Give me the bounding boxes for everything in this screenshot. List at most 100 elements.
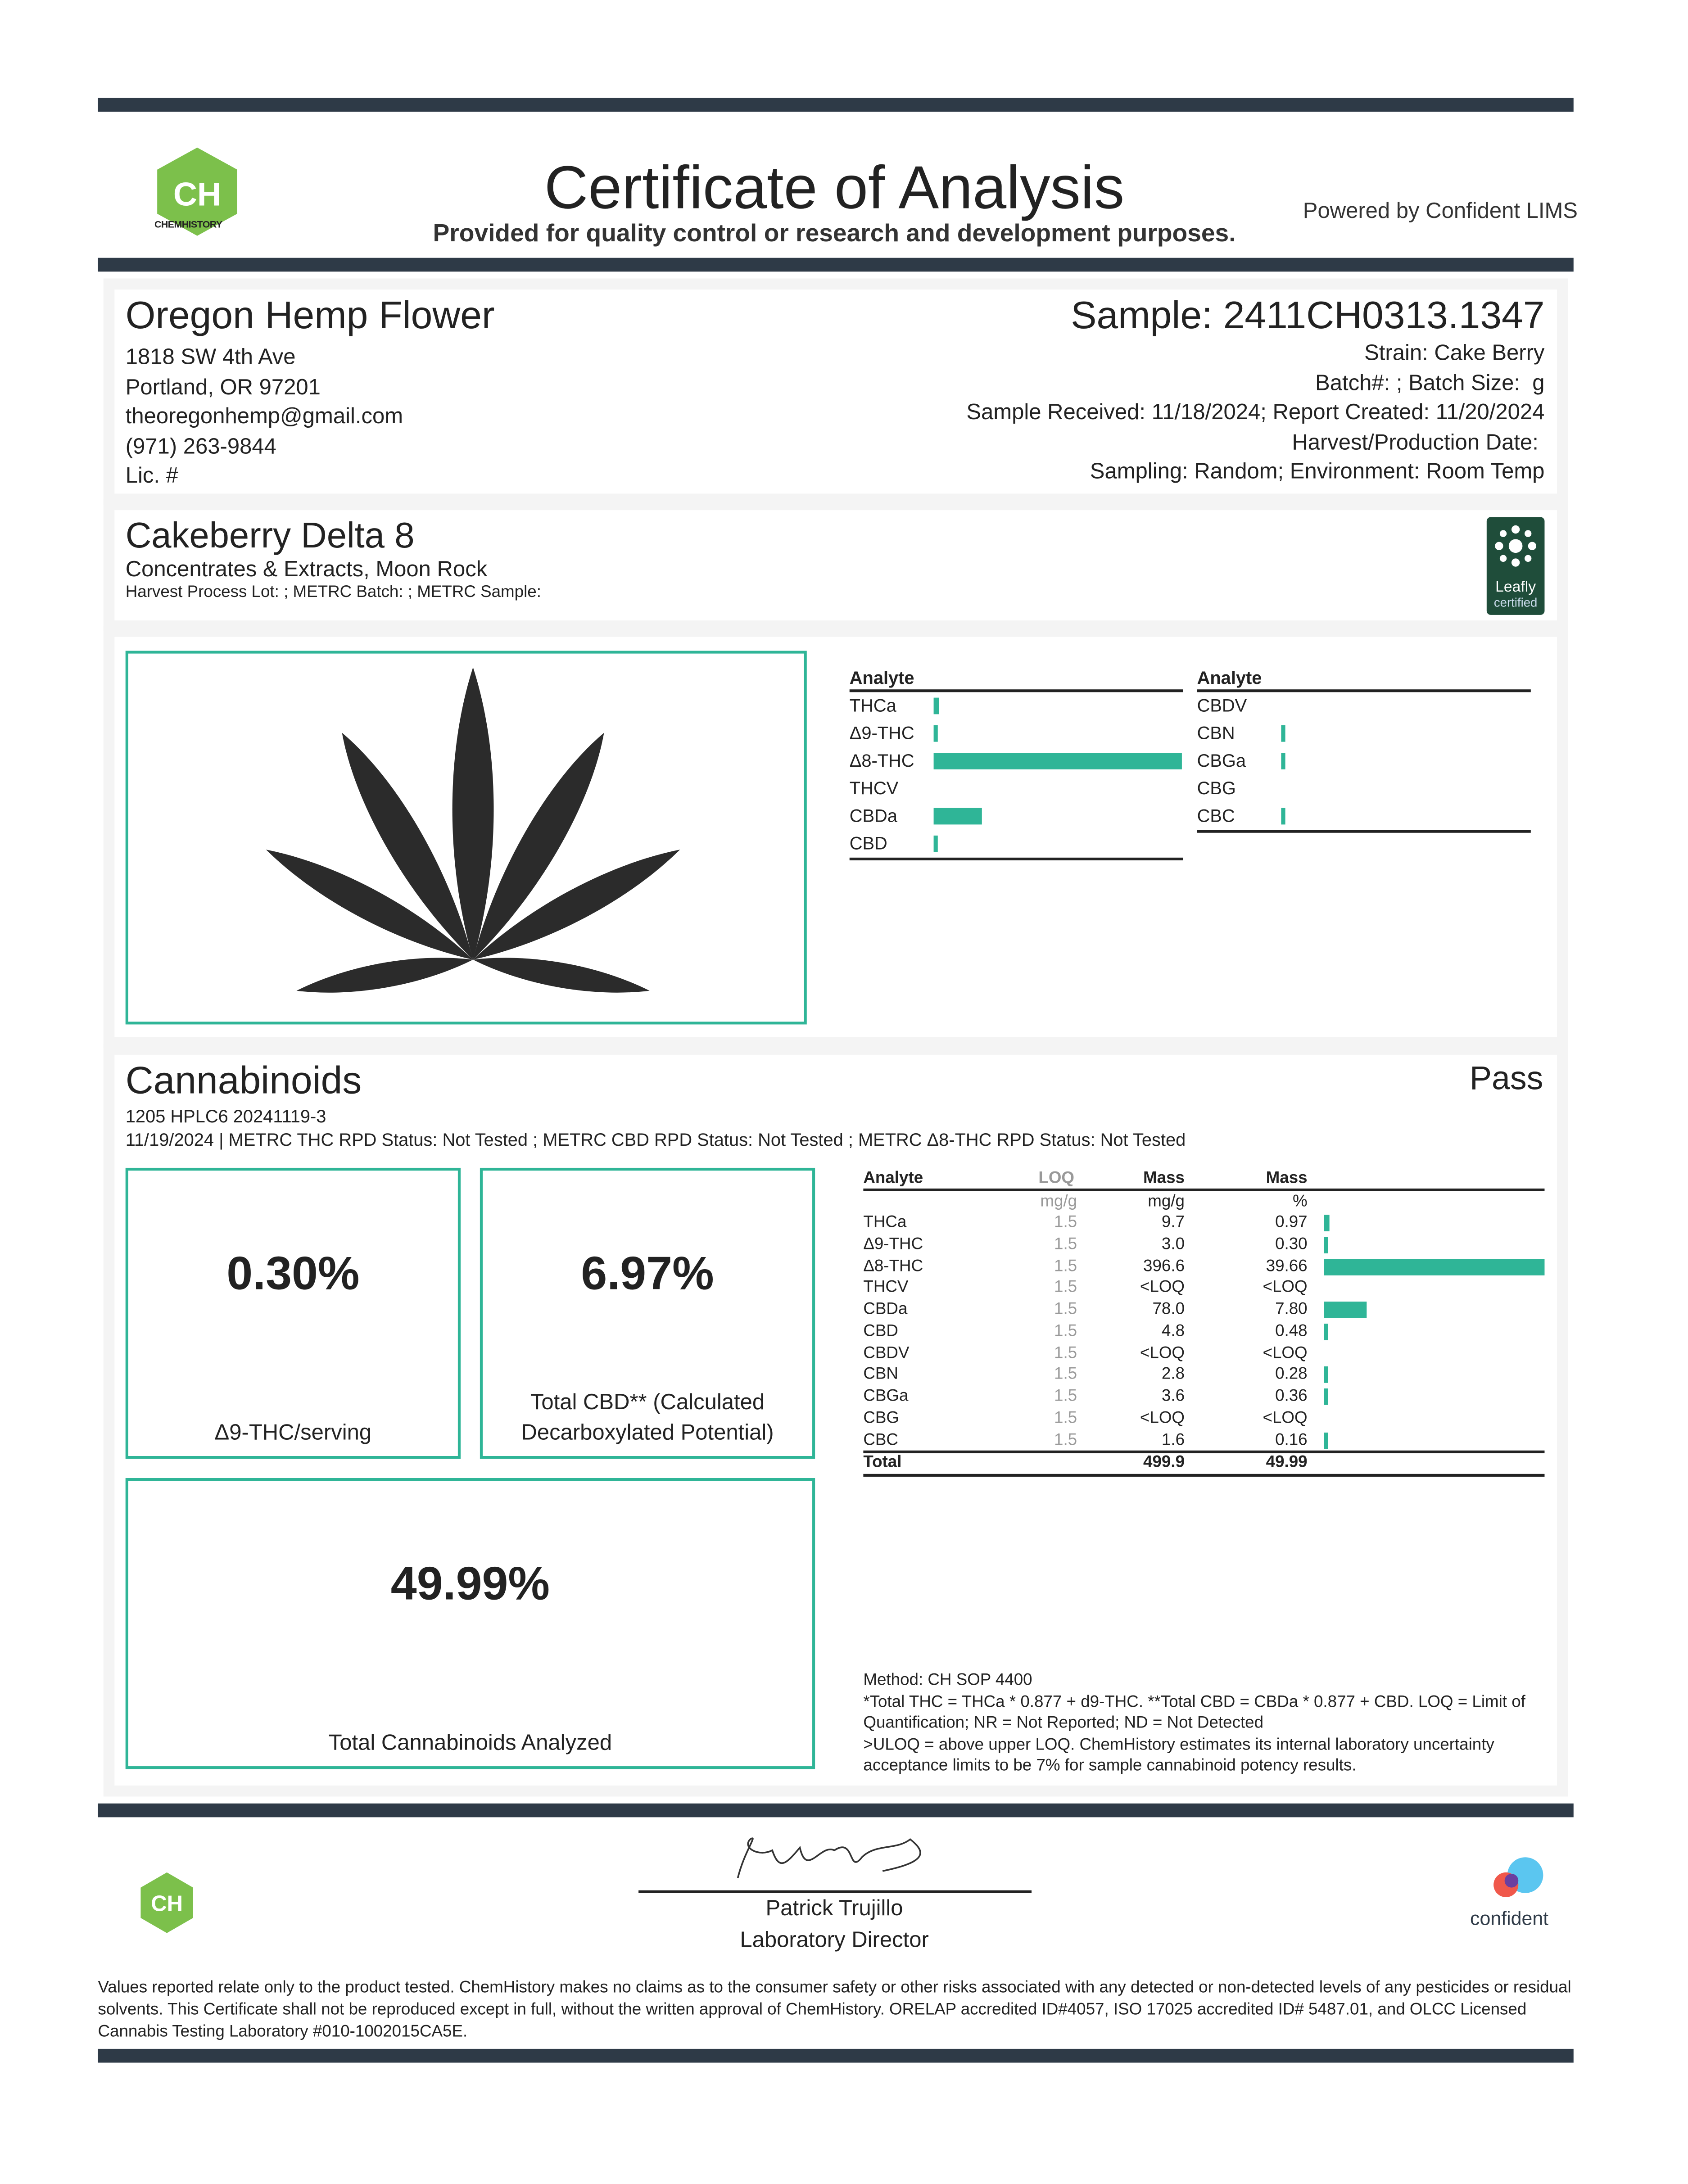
table-cell: 1.5 <box>1054 1342 1077 1362</box>
leafly-badge: Leafly certified <box>1486 517 1545 615</box>
disclaimer: Values reported relate only to the produ… <box>98 1977 1571 2041</box>
image-frame <box>125 651 807 1025</box>
sample-line: Sampling: Random; Environment: Room Temp <box>1090 460 1545 484</box>
table-unit: % <box>1292 1191 1308 1211</box>
table-cell: 0.28 <box>1275 1364 1308 1384</box>
confident-logo <box>1493 1857 1543 1897</box>
client-lines: 1818 SW 4th Ave Portland, OR 97201 theoreg… <box>126 344 403 492</box>
table-bar <box>1324 1388 1328 1405</box>
sample-line: Strain: Cake Berry <box>1364 342 1545 366</box>
table-cell: CBG <box>863 1407 900 1427</box>
bottom-bar <box>98 2048 1574 2063</box>
table-cell: 1.5 <box>1054 1212 1077 1231</box>
summary-header: Analyte <box>849 667 914 688</box>
summary-analyte: THCa <box>849 695 896 716</box>
footer-bar <box>98 1803 1574 1818</box>
table-header: Mass <box>1266 1167 1308 1187</box>
table-cell: 1.5 <box>1054 1364 1077 1384</box>
note: Method: CH SOP 4400 <box>863 1669 1032 1689</box>
client-line: theoregonhemp@gmail.com <box>125 405 403 429</box>
client-line: (971) 263-9844 <box>125 435 276 459</box>
table-bar <box>1324 1258 1545 1275</box>
table-cell: 1.6 <box>1161 1429 1185 1449</box>
logo-text: CHEMHISTORY <box>154 221 222 231</box>
summary-analyte: THCV <box>849 778 899 799</box>
summary-analyte: CBC <box>1197 805 1235 826</box>
table-cell: CBDa <box>863 1298 908 1318</box>
summary-analyte: CBGa <box>1197 750 1246 771</box>
table-cell: 1.5 <box>1054 1255 1077 1275</box>
table-cell: 0.36 <box>1275 1385 1308 1405</box>
table-bar <box>1324 1215 1330 1231</box>
client-name: Oregon Hemp Flower <box>125 294 495 337</box>
table-header: Mass <box>1143 1167 1185 1187</box>
summary-analyte: CBG <box>1197 778 1236 799</box>
table-cell: 1.5 <box>1054 1234 1077 1253</box>
client-panel <box>114 289 1557 494</box>
header-bar <box>98 258 1574 272</box>
table-cell: <LOQ <box>1263 1407 1308 1427</box>
svg-text:CH: CH <box>173 175 221 213</box>
rule <box>849 857 1183 860</box>
table-cell: 39.66 <box>1266 1255 1308 1275</box>
summary-header: Analyte <box>1197 667 1262 688</box>
top-bar <box>98 98 1574 112</box>
table-cell: <LOQ <box>1140 1342 1185 1362</box>
table-cell: THCa <box>863 1212 907 1231</box>
summary-analyte: CBN <box>1197 722 1235 743</box>
footer-brand: confident <box>1470 1907 1549 1929</box>
box-label: Total CBD** (Calculated Decarboxylated P… <box>521 1391 774 1444</box>
summary-analyte: Δ9-THC <box>849 722 914 743</box>
notes: Method: CH SOP 4400 *Total THC = THCa * 0… <box>863 1670 1546 1777</box>
client-line: 1818 SW 4th Ave <box>125 346 296 370</box>
table-cell: 1.5 <box>1054 1429 1077 1449</box>
product-category: Concentrates & Extracts, Moon Rock <box>125 558 488 582</box>
badge-brand: Leafly <box>1495 579 1536 596</box>
summary-bar <box>933 835 937 852</box>
table-cell: 396.6 <box>1143 1255 1185 1275</box>
table-cell: 0.48 <box>1275 1320 1308 1340</box>
rule <box>1197 830 1531 832</box>
sample-line: Batch#: ; Batch Size: g <box>1315 371 1545 395</box>
table-header: Analyte <box>863 1167 923 1187</box>
powered-by: Powered by Confident LIMS <box>1303 200 1578 224</box>
table-header: LOQ <box>1038 1167 1074 1187</box>
table-cell: 4.8 <box>1161 1320 1185 1340</box>
table-bar <box>1324 1236 1328 1253</box>
table-bar <box>1324 1432 1328 1449</box>
table-cell: 1.5 <box>1054 1407 1077 1427</box>
signature-line <box>638 1890 1032 1893</box>
logo: CH <box>157 147 237 236</box>
box-value: 49.99% <box>390 1558 550 1610</box>
sample-line: Sample Received: 11/18/2024; Report Crea… <box>966 401 1545 425</box>
badge-icon <box>1495 525 1537 567</box>
summary-bar <box>1281 725 1285 742</box>
table-cell: 0.97 <box>1275 1212 1308 1231</box>
table-cell: Δ8-THC <box>863 1255 923 1275</box>
table-cell: <LOQ <box>1140 1277 1185 1297</box>
table-cell: 0.16 <box>1275 1429 1308 1449</box>
box-value: 6.97% <box>581 1248 714 1300</box>
table-cell: <LOQ <box>1263 1277 1308 1297</box>
signature-scribble <box>737 1837 921 1878</box>
rule <box>863 1450 1545 1453</box>
note: >ULOQ = above upper LOQ. ChemHistory est… <box>863 1734 1494 1775</box>
rule <box>849 689 1183 692</box>
product-name: Cakeberry Delta 8 <box>125 514 415 556</box>
table-bar <box>1324 1366 1328 1384</box>
table-cell: 1.5 <box>1054 1385 1077 1405</box>
sample-id: Sample: 2411CH0313.1347 <box>1071 294 1545 337</box>
client-line: Lic. # <box>125 465 178 488</box>
svg-text:CH: CH <box>151 1892 183 1916</box>
summary-bar <box>933 697 940 714</box>
badge-label: certified <box>1493 596 1538 610</box>
table-total: Total <box>863 1451 902 1471</box>
table-cell: CBDV <box>863 1342 910 1362</box>
table-total: 49.99 <box>1266 1451 1308 1471</box>
status: Pass <box>1469 1060 1543 1098</box>
signer-title: Laboratory Director <box>740 1929 929 1953</box>
product-lots: Harvest Process Lot: ; METRC Batch: ; ME… <box>125 582 541 601</box>
table-cell: 3.6 <box>1161 1385 1185 1405</box>
value-box: 49.99% Total Cannabinoids Analyzed <box>125 1478 815 1769</box>
